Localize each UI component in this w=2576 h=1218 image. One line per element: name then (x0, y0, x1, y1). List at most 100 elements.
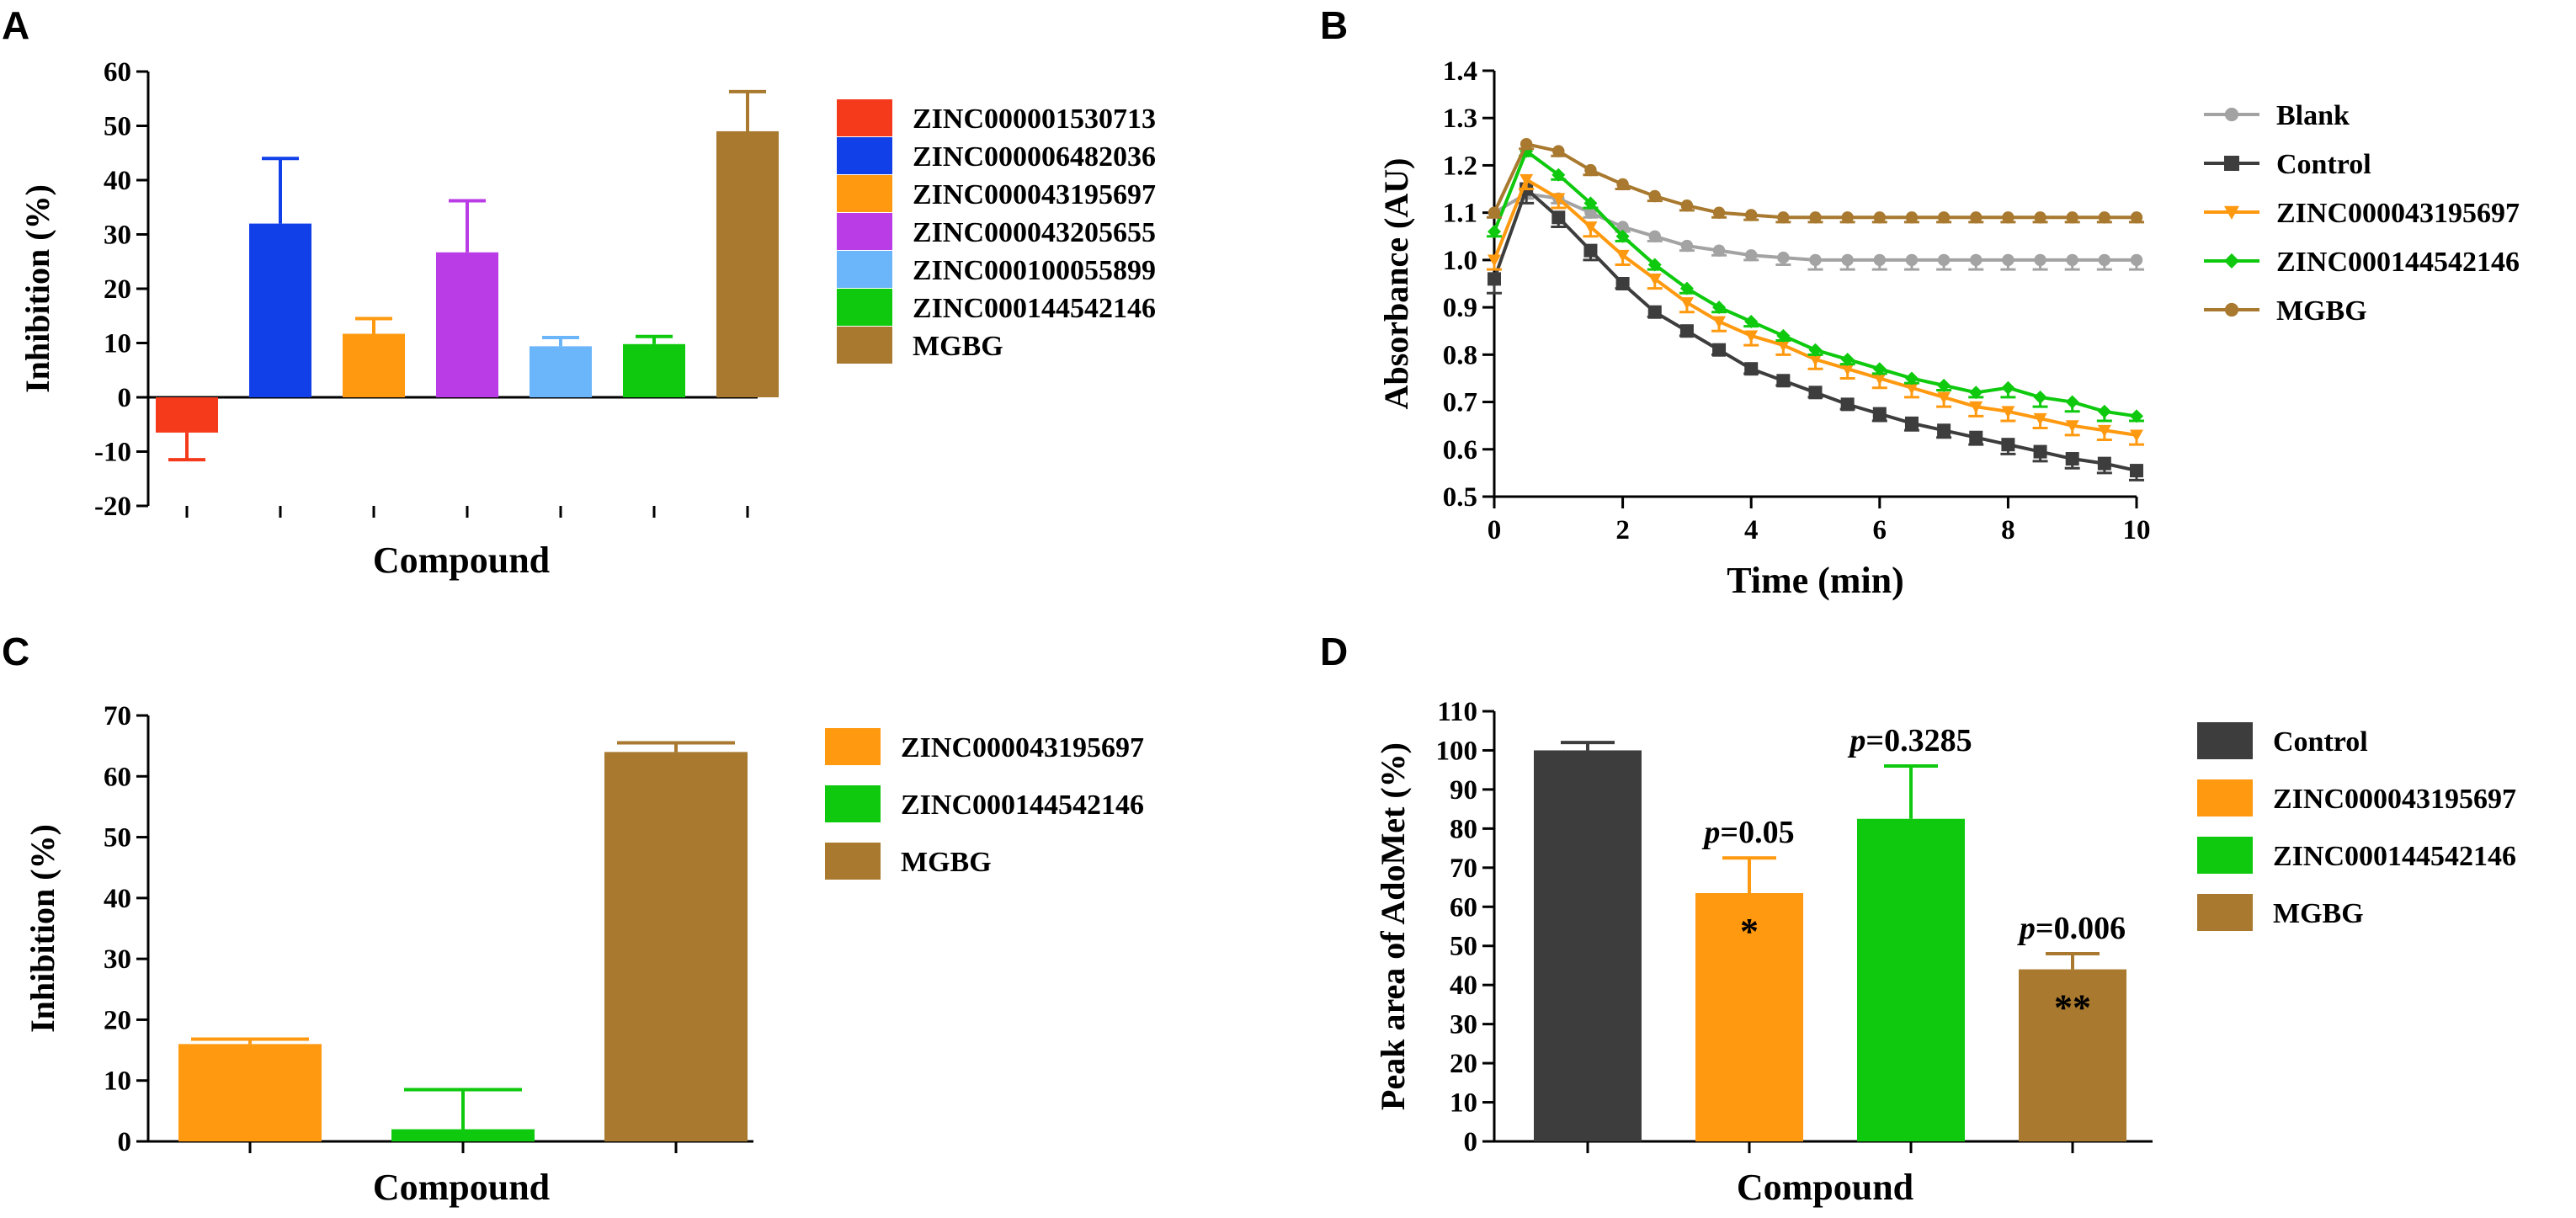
panel-b-point-blank (1712, 244, 1726, 257)
panel-c-y-tick-label: 10 (104, 1066, 131, 1097)
panel-d-y-axis-title: Peak area of AdoMet (%) (1374, 742, 1412, 1110)
panel-b-legend-label-mgbg: MGBG (2276, 295, 2367, 327)
panel-b-point-zinc000043195697 (1904, 382, 1919, 395)
panel-b-point-blank (2098, 253, 2111, 267)
panel-b-x-tick-label: 2 (1615, 515, 1630, 545)
panel-b-legend-marker-control (2224, 156, 2239, 171)
panel-a-bar-zinc000043195697 (343, 333, 405, 397)
panel-b-point-mgbg (2034, 211, 2046, 224)
panel-d-legend-swatch-control (2197, 722, 2253, 759)
panel-b-point-mgbg (1905, 211, 1919, 224)
panel-b-y-tick-label: 0.9 (1443, 293, 1477, 323)
panel-b-point-zinc000043195697 (1647, 273, 1662, 286)
panel-d-y-tick-label: 60 (1450, 892, 1477, 923)
panel-b-point-zinc000043195697 (1808, 354, 1823, 366)
panel-a-y-tick-label: 10 (104, 329, 131, 359)
panel-b-point-blank (1745, 249, 1758, 262)
panel-b-legend-label-control: Control (2276, 149, 2371, 180)
panel-b-point-control (2097, 456, 2111, 471)
panel-b-point-mgbg (1970, 211, 1983, 224)
panel-d-y-tick-label: 90 (1450, 775, 1477, 806)
panel-d-legend-swatch-mgbg (2197, 894, 2253, 931)
panel-b-legend-marker-blank (2224, 107, 2239, 122)
panel-d-y-tick-label: 40 (1450, 971, 1477, 1001)
panel-d-y-tick-label: 80 (1450, 814, 1477, 844)
panel-b-point-zinc000144542146 (2097, 404, 2111, 418)
panel-d-p-value-mgbg: p=0.006 (2017, 911, 2126, 946)
panel-b-point-control (1488, 272, 1501, 286)
panel-b-point-zinc000144542146 (1712, 301, 1727, 315)
panel-b-point-mgbg (1552, 145, 1565, 157)
panel-d-legend-label-zinc000043195697: ZINC000043195697 (2273, 784, 2516, 815)
panel-c-bar-zinc000043195697 (178, 1044, 322, 1141)
panel-c-y-tick-label: 60 (104, 762, 131, 792)
panel-b-y-tick-label: 1.1 (1443, 199, 1477, 229)
panel-b-point-blank (1648, 230, 1661, 242)
panel-b-point-zinc000043195697 (1840, 363, 1855, 376)
panel-b-point-control (1712, 343, 1727, 357)
panel-b-point-control (1615, 277, 1630, 290)
panel-b-point-control (1969, 430, 1983, 444)
panel-b-point-control (1776, 374, 1791, 388)
panel-b-point-blank (1680, 239, 1694, 253)
panel-a-y-tick-label: -20 (94, 492, 131, 522)
panel-c-legend-label-zinc000144542146: ZINC000144542146 (901, 790, 1144, 821)
panel-a-legend-label-zinc000043195697: ZINC000043195697 (913, 179, 1156, 210)
panel-c-x-axis-title: Compound (373, 1167, 550, 1208)
panel-b-point-zinc000043195697 (1776, 339, 1791, 353)
panel-b-point-blank (1777, 251, 1790, 264)
panel-b-x-tick-label: 8 (2001, 515, 2015, 545)
panel-a-legend-swatch-zinc000006482036 (837, 137, 892, 174)
panel-c-y-tick-label: 20 (104, 1005, 131, 1035)
panel-b-legend-label-zinc000043195697: ZINC000043195697 (2276, 198, 2520, 229)
panel-a-bar-zinc000043205655 (436, 252, 498, 397)
panel-b-y-tick-label: 1.0 (1443, 246, 1477, 276)
panel-a-y-tick-label: 60 (104, 57, 131, 88)
panel-b-chart: 0.5 0.6 0.7 0.8 0.9 1.0 1.1 1.2 1.3 1.4 0 2 4 6 8 10 Abs… (1377, 56, 2520, 601)
panel-b-point-zinc000144542146 (1647, 258, 1662, 272)
panel-b-y-tick-label: 0.8 (1443, 340, 1477, 370)
panel-b-legend-label-zinc000144542146: ZINC000144542146 (2276, 247, 2520, 278)
panel-b-point-blank (2130, 253, 2143, 267)
panel-b-point-control (2001, 438, 2015, 452)
panel-label-a: A (2, 3, 29, 47)
panel-b-point-zinc000043195697 (1937, 391, 1951, 404)
panel-b-point-zinc000043195697 (2033, 412, 2047, 426)
panel-a-legend-label-zinc000001530713: ZINC000001530713 (913, 104, 1156, 135)
panel-d-bar-zinc000144542146 (1857, 818, 1965, 1141)
panel-b-point-zinc000144542146 (1488, 225, 1501, 239)
panel-a-y-tick-label: 40 (104, 166, 131, 196)
panel-b-point-control (1937, 423, 1951, 438)
panel-c-legend-label-zinc000043195697: ZINC000043195697 (901, 732, 1144, 763)
panel-a-legend-swatch-zinc000043205655 (837, 213, 892, 250)
panel-b-point-mgbg (1648, 189, 1661, 203)
panel-b-point-blank (1809, 253, 1822, 267)
panel-b-point-zinc000043195697 (1615, 249, 1630, 263)
panel-b-point-control (1679, 324, 1694, 338)
panel-a-chart: -20 -10 0 10 20 30 40 50 60 Inhibition (%) Compoun… (19, 57, 1156, 581)
panel-a-y-axis-title: Inhibition (%) (19, 184, 56, 393)
panel-c-y-tick-label: 40 (104, 884, 131, 914)
panel-b-point-zinc000144542146 (1679, 281, 1694, 295)
panel-b-legend-marker-zinc000043195697 (2224, 205, 2239, 220)
panel-b-point-blank (2066, 253, 2078, 267)
panel-d-y-tick-label: 20 (1450, 1049, 1477, 1079)
panel-d-p-value-zinc000144542146: p=0.3285 (1847, 723, 1972, 758)
panel-a-legend-label-zinc000144542146: ZINC000144542146 (913, 293, 1156, 324)
panel-b-point-blank (1905, 253, 1919, 267)
panel-c-chart: 0 10 20 30 40 50 60 70 Inhibition (%) Compound ZIN… (24, 701, 1144, 1208)
panel-b-point-control (2065, 452, 2079, 466)
panel-label-b: B (1320, 3, 1348, 47)
panel-c-legend-label-mgbg: MGBG (901, 847, 992, 878)
panel-b-point-blank (1584, 206, 1597, 219)
panel-b-point-zinc000043195697 (1872, 373, 1887, 386)
panel-d-bar-control (1534, 750, 1642, 1141)
panel-b-point-zinc000144542146 (2130, 409, 2143, 423)
panel-b-point-zinc000043195697 (2065, 420, 2079, 433)
panel-b-y-axis-title: Absorbance (AU) (1377, 158, 1415, 410)
panel-b-legend-marker-mgbg (2224, 302, 2239, 317)
panel-c-y-tick-label: 30 (104, 944, 131, 975)
panel-d-y-tick-label: 10 (1450, 1088, 1477, 1119)
panel-b-point-mgbg (1841, 211, 1854, 224)
